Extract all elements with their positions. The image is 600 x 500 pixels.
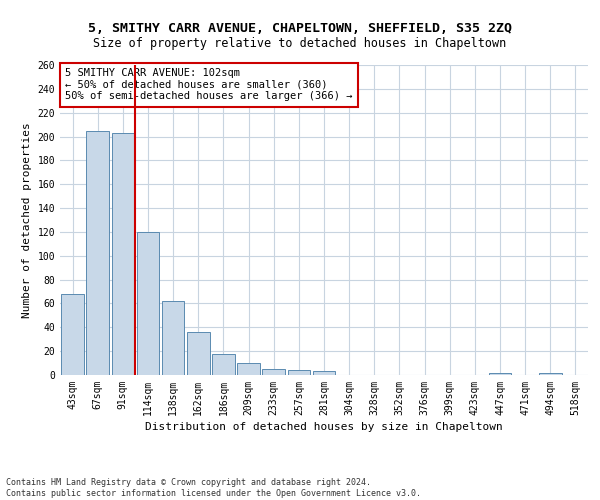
Bar [237, 363, 260, 375]
Bar [61, 294, 84, 375]
Bar [287, 370, 310, 375]
Text: 5 SMITHY CARR AVENUE: 102sqm
← 50% of detached houses are smaller (360)
50% of s: 5 SMITHY CARR AVENUE: 102sqm ← 50% of de… [65, 68, 353, 102]
Bar [313, 372, 335, 375]
Bar [112, 133, 134, 375]
Bar [539, 372, 562, 375]
Text: Contains HM Land Registry data © Crown copyright and database right 2024.
Contai: Contains HM Land Registry data © Crown c… [6, 478, 421, 498]
Y-axis label: Number of detached properties: Number of detached properties [22, 122, 32, 318]
Bar [86, 130, 109, 375]
Text: Size of property relative to detached houses in Chapeltown: Size of property relative to detached ho… [94, 38, 506, 51]
Bar [187, 332, 209, 375]
Bar [262, 369, 285, 375]
Bar [212, 354, 235, 375]
Bar [488, 372, 511, 375]
Text: 5, SMITHY CARR AVENUE, CHAPELTOWN, SHEFFIELD, S35 2ZQ: 5, SMITHY CARR AVENUE, CHAPELTOWN, SHEFF… [88, 22, 512, 36]
Bar [137, 232, 160, 375]
Bar [162, 301, 184, 375]
X-axis label: Distribution of detached houses by size in Chapeltown: Distribution of detached houses by size … [145, 422, 503, 432]
